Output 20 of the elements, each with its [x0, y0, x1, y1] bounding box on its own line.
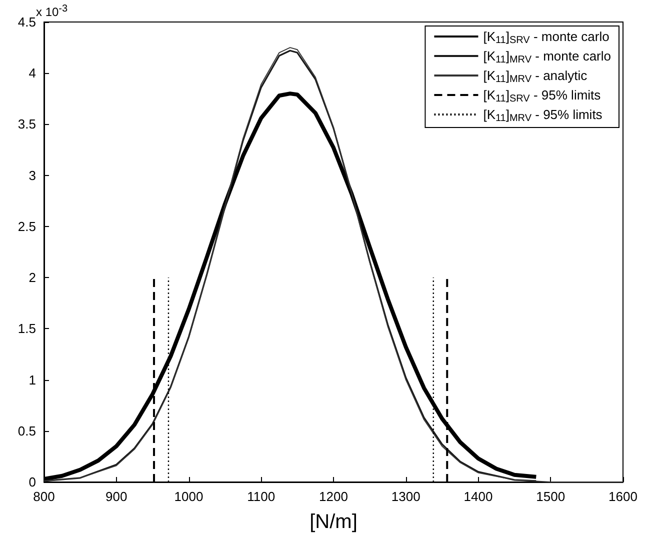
y-tick-label: 4.5 — [18, 14, 36, 30]
y-tick-label: 4 — [28, 66, 36, 81]
x-tick-label: 900 — [106, 489, 128, 504]
y-tick-label: 3 — [28, 168, 36, 183]
x-tick-label: 1000 — [174, 489, 204, 504]
y-tick-label: 0.5 — [18, 423, 36, 438]
x-tick-label: 1600 — [608, 489, 638, 504]
x-tick-label: 800 — [33, 489, 55, 504]
y-tick-label: 1.5 — [18, 321, 36, 336]
y-tick-label: 2.5 — [18, 218, 36, 234]
x-tick-label: 1400 — [464, 489, 493, 504]
x-axis-title: [N/m] — [310, 511, 358, 533]
x-tick-label: 1500 — [536, 489, 566, 504]
y-tick-label: 2 — [28, 270, 36, 286]
x-tick-label: 1200 — [319, 489, 348, 504]
x-tick-label: 1100 — [247, 489, 276, 504]
x-tick-label: 1300 — [391, 489, 420, 504]
y-tick-label: 0 — [28, 474, 36, 490]
y-tick-label: 3.5 — [18, 116, 36, 132]
y-tick-label: 1 — [28, 372, 36, 388]
